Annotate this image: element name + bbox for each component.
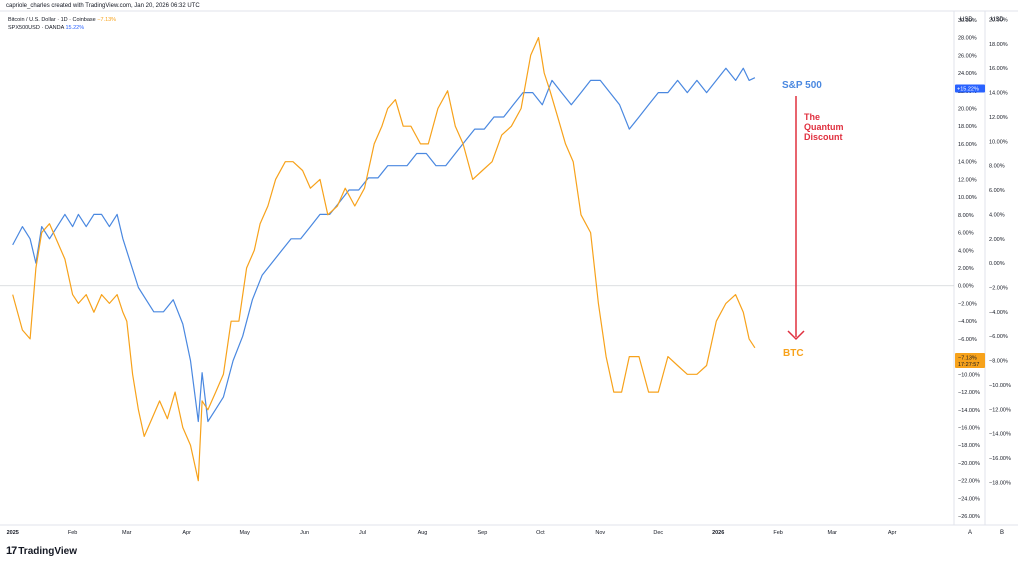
left-axis-tick-label: −10.00% bbox=[958, 372, 980, 378]
auto-scale-button-left[interactable]: A bbox=[968, 530, 972, 536]
btc-annotation: BTC bbox=[783, 348, 804, 359]
time-axis-tick-label: Apr bbox=[182, 530, 191, 536]
tradingview-logo-icon: 17 bbox=[6, 545, 17, 557]
right-axis-tick-label: −12.00% bbox=[989, 407, 1011, 413]
btc-badge-value: −7.13% bbox=[958, 355, 977, 361]
time-axis-tick-label: Aug bbox=[418, 530, 428, 536]
time-axis-tick-label: 2025 bbox=[7, 530, 19, 536]
left-axis-tick-label: −26.00% bbox=[958, 514, 980, 520]
right-axis-tick-label: 10.00% bbox=[989, 139, 1008, 145]
left-axis-tick-label: −4.00% bbox=[958, 319, 977, 325]
right-axis-tick-label: 20.00% bbox=[989, 18, 1008, 24]
right-axis-tick-label: 8.00% bbox=[989, 164, 1005, 170]
right-axis-tick-label: 16.00% bbox=[989, 66, 1008, 72]
left-axis-tick-label: 18.00% bbox=[958, 124, 977, 130]
time-axis-tick-label: Dec bbox=[653, 530, 663, 536]
legend-btc-value: −7.13% bbox=[97, 17, 117, 23]
left-axis-tick-label: 4.00% bbox=[958, 248, 974, 254]
right-axis-tick-label: 2.00% bbox=[989, 237, 1005, 243]
legend-btc-label: Bitcoin / U.S. Dollar · 1D · Coinbase bbox=[8, 17, 96, 23]
left-axis-tick-label: 6.00% bbox=[958, 231, 974, 237]
left-axis-tick-label: −6.00% bbox=[958, 337, 977, 343]
quantum-discount-line: Discount bbox=[804, 132, 843, 142]
spx-series-line bbox=[12, 67, 756, 423]
auto-scale-button-right[interactable]: B bbox=[1000, 530, 1004, 536]
right-axis-tick-label: 4.00% bbox=[989, 212, 1005, 218]
right-axis-tick-label: −4.00% bbox=[989, 310, 1008, 316]
chart-credit: capriole_charles created with TradingVie… bbox=[6, 3, 200, 9]
time-axis-tick-label: Nov bbox=[595, 530, 605, 536]
tradingview-logo[interactable]: 17 TradingView bbox=[6, 545, 77, 557]
left-axis-tick-label: −18.00% bbox=[958, 443, 980, 449]
left-axis-tick-label: 24.00% bbox=[958, 71, 977, 77]
left-axis-tick-label: −16.00% bbox=[958, 426, 980, 432]
time-axis-tick-label: Sep bbox=[478, 530, 488, 536]
time-axis-tick-label: May bbox=[239, 530, 250, 536]
right-axis-tick-label: 18.00% bbox=[989, 42, 1008, 48]
spx-price-badge bbox=[955, 84, 985, 93]
time-axis-tick-label: Oct bbox=[536, 530, 545, 536]
right-axis-tick-label: 12.00% bbox=[989, 115, 1008, 121]
quantum-discount-line: Quantum bbox=[804, 122, 844, 132]
legend-row-spx[interactable]: SPX500USD · OANDA 15.22% bbox=[8, 24, 116, 32]
left-axis-tick-label: −2.00% bbox=[958, 301, 977, 307]
left-axis-tick-label: 14.00% bbox=[958, 160, 977, 166]
left-axis-tick-label: 26.00% bbox=[958, 53, 977, 59]
left-axis-tick-label: 10.00% bbox=[958, 195, 977, 201]
legend-row-btc[interactable]: Bitcoin / U.S. Dollar · 1D · Coinbase −7… bbox=[8, 16, 116, 24]
left-axis-tick-label: −22.00% bbox=[958, 479, 980, 485]
left-axis-tick-label: 12.00% bbox=[958, 177, 977, 183]
quantum-discount-line: The bbox=[804, 112, 820, 122]
left-axis-tick-label: −24.00% bbox=[958, 496, 980, 502]
spx-badge-value: +15.22% bbox=[957, 87, 979, 93]
time-axis-tick-label: Jun bbox=[300, 530, 309, 536]
right-axis-tick-label: −10.00% bbox=[989, 383, 1011, 389]
btc-badge-countdown: 17:27:57 bbox=[958, 362, 979, 368]
left-axis-tick-label: −12.00% bbox=[958, 390, 980, 396]
left-axis-tick-label: −14.00% bbox=[958, 408, 980, 414]
left-axis-header: USD bbox=[960, 17, 973, 23]
right-axis-header: USD bbox=[991, 17, 1004, 23]
quantum-arrow-head bbox=[787, 330, 805, 341]
left-axis-tick-label: 16.00% bbox=[958, 142, 977, 148]
right-axis-tick-label: −16.00% bbox=[989, 456, 1011, 462]
right-axis-tick-label: −8.00% bbox=[989, 359, 1008, 365]
time-axis-tick-label: Feb bbox=[68, 530, 77, 536]
btc-series-line bbox=[12, 37, 756, 482]
right-axis-tick-label: −2.00% bbox=[989, 285, 1008, 291]
tradingview-logo-text: TradingView bbox=[18, 546, 77, 557]
time-axis-tick-label: Mar bbox=[122, 530, 132, 536]
legend-spx-label: SPX500USD · OANDA bbox=[8, 25, 64, 31]
time-axis-tick-label: Mar bbox=[827, 530, 837, 536]
right-axis-tick-label: 0.00% bbox=[989, 261, 1005, 267]
legend-spx-value: 15.22% bbox=[65, 25, 85, 31]
right-axis-tick-label: 6.00% bbox=[989, 188, 1005, 194]
right-axis-tick-label: −18.00% bbox=[989, 480, 1011, 486]
left-axis-tick-label: 28.00% bbox=[958, 36, 977, 42]
left-axis-tick-label: 20.00% bbox=[958, 106, 977, 112]
time-axis-tick-label: Jul bbox=[359, 530, 366, 536]
left-axis-tick-label: −20.00% bbox=[958, 461, 980, 467]
left-axis-ticks[interactable]: 30.00%28.00%26.00%24.00%22.00%20.00%18.0… bbox=[958, 18, 980, 520]
time-axis-ticks[interactable]: 2025 Feb Mar Apr May Jun Jul Aug Sep Oct Nov Dec 202… bbox=[7, 530, 897, 536]
time-axis-tick-label: Feb bbox=[773, 530, 782, 536]
right-axis-tick-label: −14.00% bbox=[989, 432, 1011, 438]
left-axis-tick-label: 8.00% bbox=[958, 213, 974, 219]
sp500-annotation: S&P 500 bbox=[782, 80, 822, 91]
time-axis-tick-label: Apr bbox=[888, 530, 897, 536]
btc-price-badge bbox=[955, 353, 985, 368]
right-axis-tick-label: −6.00% bbox=[989, 334, 1008, 340]
legend: Bitcoin / U.S. Dollar · 1D · Coinbase −7… bbox=[8, 16, 116, 32]
right-axis-tick-label: 14.00% bbox=[989, 91, 1008, 97]
time-axis-tick-label: 2026 bbox=[712, 530, 724, 536]
right-axis-ticks[interactable]: 20.00% 18.00% 16.00% 14.00% 12.00% 10.00% 8.00… bbox=[989, 18, 1011, 487]
left-axis-tick-label: 2.00% bbox=[958, 266, 974, 272]
left-axis-tick-label: 30.00% bbox=[958, 18, 977, 24]
left-axis-tick-label: 0.00% bbox=[958, 284, 974, 290]
